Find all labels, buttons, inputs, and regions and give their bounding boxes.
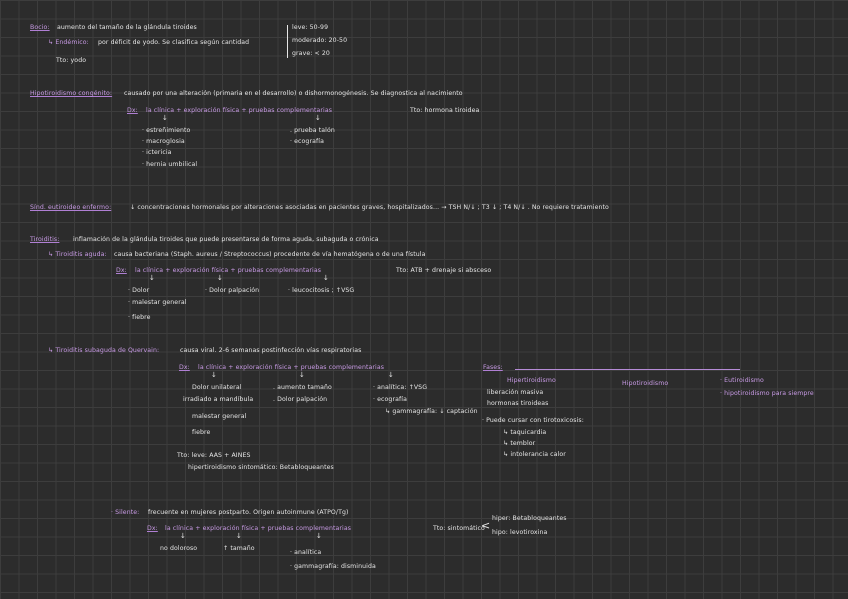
aguda-title: ↳ Tiroiditis aguda: <box>48 251 107 258</box>
fase-note: hormonas tiroideas <box>487 400 549 407</box>
arrow-down-icon: ↓ <box>299 371 305 379</box>
arrow-down-icon: ↓ <box>316 532 322 540</box>
bocio-grado: grave: < 20 <box>292 50 330 57</box>
clinica-item: · Dolor <box>128 287 150 294</box>
prueba-item: · ecografía <box>290 138 324 145</box>
exploracion-item: · Dolor palpación <box>205 287 260 294</box>
silente-title: · Silente: <box>111 509 140 516</box>
bocio-endemico-label: ↳ Endémico: <box>48 39 89 46</box>
bocio-tto: Tto: yodo <box>56 57 87 64</box>
less-than-branch-icon: < <box>481 519 491 532</box>
dx-label: Dx: <box>127 107 138 114</box>
prueba-item: · gammagrafía: disminuida <box>290 563 376 570</box>
prueba-item: · analítica: ↑VSG <box>373 384 428 391</box>
hipo-congenito-def: causado por una alteración (primaria en … <box>124 90 463 97</box>
subaguda-title: ↳ Tiroiditis subaguda de Quervain: <box>48 347 160 354</box>
tto: hipertiroidismo sintomático: Betabloquea… <box>188 464 334 471</box>
prueba-item: ↳ gammagrafía: ↓ captación <box>385 408 478 415</box>
bocio-endemico: por déficit de yodo. Se clasifica según … <box>98 39 250 46</box>
sintoma: ↳ temblor <box>503 440 536 447</box>
arrow-down-icon: ↓ <box>211 371 217 379</box>
arrow-down-icon: ↓ <box>180 532 186 540</box>
silente-def: frecuente en mujeres postparto. Origen a… <box>148 509 349 516</box>
tto: Tto: sintomático <box>433 525 485 532</box>
arrow-down-icon: ↓ <box>162 114 168 122</box>
fases-label: Fases: <box>483 364 503 371</box>
prueba-item: · analítica <box>290 549 322 556</box>
clinica-item: · ictericia <box>142 149 172 156</box>
tiroiditis-def: inflamación de la glándula tiroides que … <box>73 236 379 243</box>
eutiroideo-def: ↓ concentraciones hormonales por alterac… <box>130 204 609 211</box>
tto: Tto: ATB + drenaje si absceso <box>396 267 492 274</box>
fase-name: Hipertiroidismo <box>507 377 556 384</box>
tto: Tto: hormona tiroidea <box>410 107 480 114</box>
tto-option: hiper: Betabloqueantes <box>492 515 567 522</box>
clinica-item: · hernia umbilical <box>142 161 198 168</box>
clinica-item: · macroglosia <box>142 138 185 145</box>
arrow-down-icon: ↓ <box>149 274 155 282</box>
clinica-item: malestar general <box>192 413 247 420</box>
clinica-item: no doloroso <box>160 545 198 552</box>
prueba-item: · ecografía <box>373 396 407 403</box>
dx-label: Dx: <box>147 525 158 532</box>
bocio-title: Bocio: <box>30 24 50 31</box>
tto-option: hipo: levotiroxina <box>492 529 548 536</box>
dx-label: Dx: <box>116 267 127 274</box>
hipo-congenito-title: Hipotiroidismo congénito: <box>30 90 113 97</box>
sintoma: ↳ intolerancia calor <box>503 451 566 458</box>
arrow-down-icon: ↓ <box>315 114 321 122</box>
fase-name: Hipotiroidismo <box>622 380 669 387</box>
dx-label: Dx: <box>179 364 190 371</box>
exploracion-item: . Dolor palpación <box>273 396 328 403</box>
clinica-item: irradiado a mandíbula <box>183 396 254 403</box>
clinica-item: fiebre <box>192 429 211 436</box>
tiroiditis-title: Tiroiditis: <box>30 236 60 243</box>
dx-line: la clínica + exploración física + prueba… <box>165 525 352 532</box>
bocio-grado: moderado: 20-50 <box>292 37 348 44</box>
arrow-down-icon: ↓ <box>388 371 394 379</box>
exploracion-item: ↑ tamaño <box>223 545 255 552</box>
sintoma: ↳ taquicardia <box>503 429 547 436</box>
clinica-item: · fiebre <box>128 314 151 321</box>
clinica-item: · malestar general <box>128 299 187 306</box>
brace <box>287 25 291 58</box>
tirotoxicosis: · Puede cursar con tirotoxicosis: <box>482 417 584 424</box>
tto: Tto: leve: AAS + AINES <box>177 452 251 459</box>
arrow-down-icon: ↓ <box>323 274 329 282</box>
fase-note: liberación masiva <box>487 389 544 396</box>
eutiroideo-title: Sínd. eutiroideo enfermo: <box>30 204 112 211</box>
dx-line: la clínica + exploración física + prueba… <box>146 107 333 114</box>
arrow-down-icon: ↓ <box>217 274 223 282</box>
clinica-item: · estreñimiento <box>142 127 191 134</box>
prueba-item: · leucocitosis ; ↑VSG <box>288 287 355 294</box>
exploracion-item: . aumento tamaño <box>273 384 332 391</box>
aguda-def: causa bacteriana (Staph. aureus / Strept… <box>114 251 426 258</box>
dx-line: la clínica + exploración física + prueba… <box>198 364 385 371</box>
prueba-item: . prueba talón <box>290 127 335 134</box>
subaguda-def: causa viral. 2-6 semanas postinfección v… <box>180 347 362 354</box>
dx-line: la clínica + exploración física + prueba… <box>135 267 322 274</box>
clinica-item: Dolor unilateral <box>192 384 242 391</box>
arrow-down-icon: ↓ <box>236 532 242 540</box>
fase-note: · hipotiroidismo para siempre <box>720 390 814 397</box>
fase-name: · Eutiroidismo <box>720 377 764 384</box>
bocio-definition: aumento del tamaño de la glándula tiroid… <box>57 24 197 31</box>
bocio-grado: leve: 50-99 <box>292 24 329 31</box>
phase-timeline <box>515 369 740 370</box>
